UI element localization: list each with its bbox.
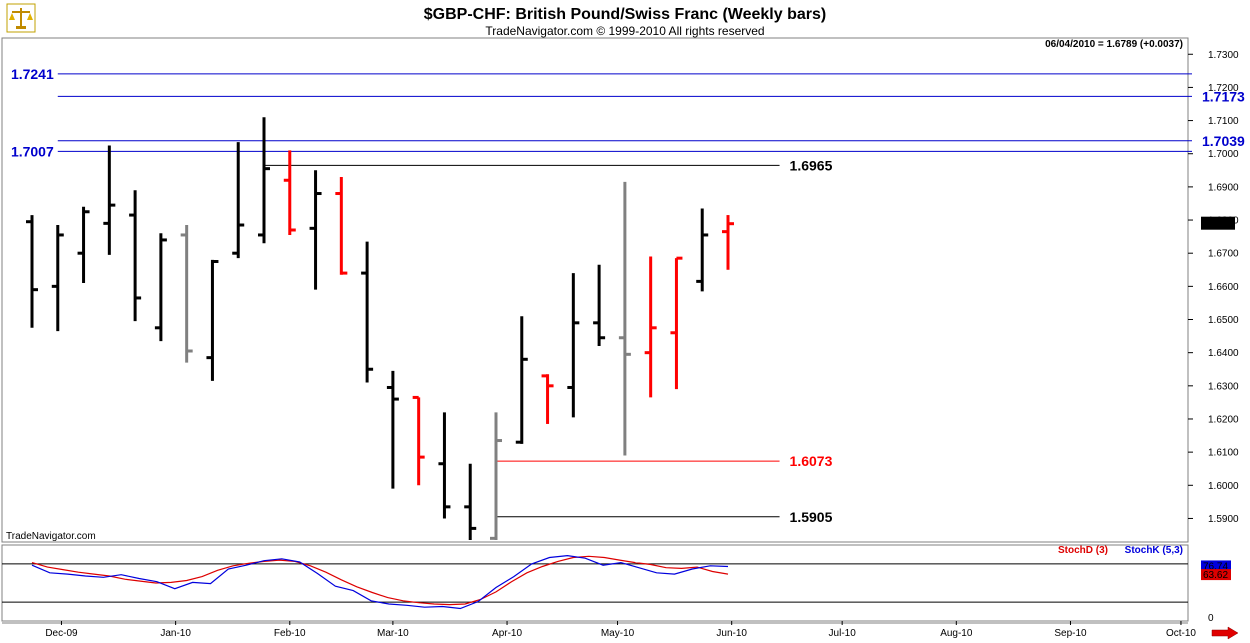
chart-title: $GBP-CHF: British Pound/Swiss Franc (Wee… bbox=[424, 6, 826, 23]
price-tick-label: 1.6600 bbox=[1208, 282, 1239, 293]
price-tick-label: 1.7000 bbox=[1208, 149, 1239, 160]
price-tick-label: 1.6100 bbox=[1208, 448, 1239, 459]
level-label: 1.7007 bbox=[11, 143, 54, 159]
ohlc-bar bbox=[490, 412, 502, 540]
right-arrow-icon[interactable] bbox=[1211, 626, 1239, 640]
price-tick-label: 1.7200 bbox=[1208, 83, 1239, 94]
ohlc-bar bbox=[335, 176, 348, 275]
ohlc-bar bbox=[206, 259, 219, 381]
level-label: 1.6073 bbox=[790, 453, 833, 469]
price-tick-label: 1.5900 bbox=[1208, 514, 1239, 525]
price-axis: 1.73001.72001.71001.70001.69001.68001.67… bbox=[1188, 50, 1239, 525]
stochk-last-box bbox=[1201, 560, 1231, 572]
level-label: 1.7173 bbox=[1202, 88, 1245, 104]
ohlc-bar bbox=[541, 374, 554, 424]
price-tick-label: 1.7300 bbox=[1208, 50, 1239, 61]
price-tick-label: 1.6700 bbox=[1208, 249, 1239, 260]
stochd-line bbox=[31, 555, 729, 606]
ohlc-bar bbox=[154, 233, 167, 342]
level-label: 1.7039 bbox=[1202, 133, 1245, 149]
levels-layer: 1.7241 1.7173 1.7039 1.7007 1.6965 1.6073 1.59… bbox=[11, 66, 1245, 525]
ohlc-bar bbox=[593, 264, 606, 347]
stochastic-panel: StochD (3) StochK (5,3) bbox=[1, 544, 1189, 622]
ohlc-bar bbox=[722, 215, 734, 270]
time-tick-label: Feb-10 bbox=[274, 628, 306, 639]
price-tick-label: 1.6300 bbox=[1208, 381, 1239, 392]
time-tick-label: May-10 bbox=[601, 628, 635, 639]
scales-logo-icon bbox=[6, 3, 36, 33]
time-tick-label: Dec-09 bbox=[45, 628, 78, 639]
ohlc-bar bbox=[26, 215, 38, 328]
ohlc-bar bbox=[103, 145, 116, 255]
time-axis: Dec-09 Jan-10 Feb-10 Mar-10 Apr-10 May-10 Jun-… bbox=[2, 621, 1196, 639]
stochastic-panel-frame bbox=[1, 544, 1189, 622]
last-price-info: 06/04/2010 = 1.6789 (+0.0037) bbox=[1045, 39, 1183, 50]
ohlc-bar bbox=[644, 256, 657, 398]
stochd-last-label: 63.62 bbox=[1203, 570, 1228, 581]
time-tick-label: Jan-10 bbox=[160, 628, 191, 639]
time-tick-label: Jul-10 bbox=[829, 628, 857, 639]
ohlc-bar bbox=[232, 142, 245, 259]
ohlc-bar bbox=[361, 241, 374, 383]
price-tick-label: 1.6000 bbox=[1208, 481, 1239, 492]
level-label: 1.5905 bbox=[790, 509, 833, 525]
ohlc-bar bbox=[464, 463, 477, 540]
price-tick-label: 1.6500 bbox=[1208, 315, 1239, 326]
time-tick-label: Apr-10 bbox=[492, 628, 522, 639]
ohlc-bar bbox=[180, 225, 193, 363]
ohlc-bar bbox=[438, 412, 451, 519]
ohlc-bar bbox=[515, 316, 528, 444]
ohlc-bar bbox=[309, 170, 322, 290]
ohlc-bar bbox=[696, 208, 709, 292]
ohlc-bar bbox=[129, 190, 142, 322]
price-panel: 1.7241 1.7173 1.7039 1.7007 1.6965 1.6073 1.59… bbox=[1, 37, 1245, 543]
stochd-legend: StochD (3) bbox=[1058, 545, 1108, 556]
price-tick-label: 1.7100 bbox=[1208, 116, 1239, 127]
time-tick-label: Aug-10 bbox=[940, 628, 973, 639]
ohlc-bar bbox=[77, 206, 90, 284]
watermark: TradeNavigator.com bbox=[6, 531, 96, 542]
ohlc-bar bbox=[670, 256, 683, 390]
level-label: 1.6965 bbox=[790, 157, 833, 173]
stochk-last-label: 76.74 bbox=[1203, 561, 1228, 572]
stochastic-zero-label: 0 bbox=[1208, 613, 1214, 624]
price-tick-label: 1.6400 bbox=[1208, 348, 1239, 359]
ohlc-bar bbox=[51, 225, 64, 332]
bars-layer bbox=[26, 117, 734, 540]
ohlc-bar bbox=[412, 395, 425, 486]
last-price-box bbox=[1201, 216, 1235, 230]
last-price-label: 1.6789 bbox=[1203, 219, 1234, 230]
ohlc-bar bbox=[386, 370, 399, 489]
level-label: 1.7241 bbox=[11, 66, 54, 82]
time-tick-label: Oct-10 bbox=[1166, 628, 1196, 639]
price-tick-label: 1.6900 bbox=[1208, 182, 1239, 193]
ohlc-bar bbox=[258, 117, 270, 244]
stochd-last-box bbox=[1201, 569, 1231, 581]
ohlc-bar bbox=[618, 181, 631, 456]
time-tick-label: Mar-10 bbox=[377, 628, 409, 639]
ohlc-bar bbox=[283, 150, 296, 235]
stochastic-lines bbox=[2, 554, 1188, 610]
price-panel-frame bbox=[1, 37, 1189, 543]
time-tick-label: Jun-10 bbox=[716, 628, 747, 639]
stochk-line bbox=[31, 554, 729, 610]
stochk-legend: StochK (5,3) bbox=[1125, 545, 1183, 556]
price-tick-label: 1.6200 bbox=[1208, 414, 1239, 425]
chart-subtitle: TradeNavigator.com © 1999-2010 All right… bbox=[485, 24, 764, 38]
ohlc-bar bbox=[567, 273, 580, 418]
time-tick-label: Sep-10 bbox=[1054, 628, 1087, 639]
